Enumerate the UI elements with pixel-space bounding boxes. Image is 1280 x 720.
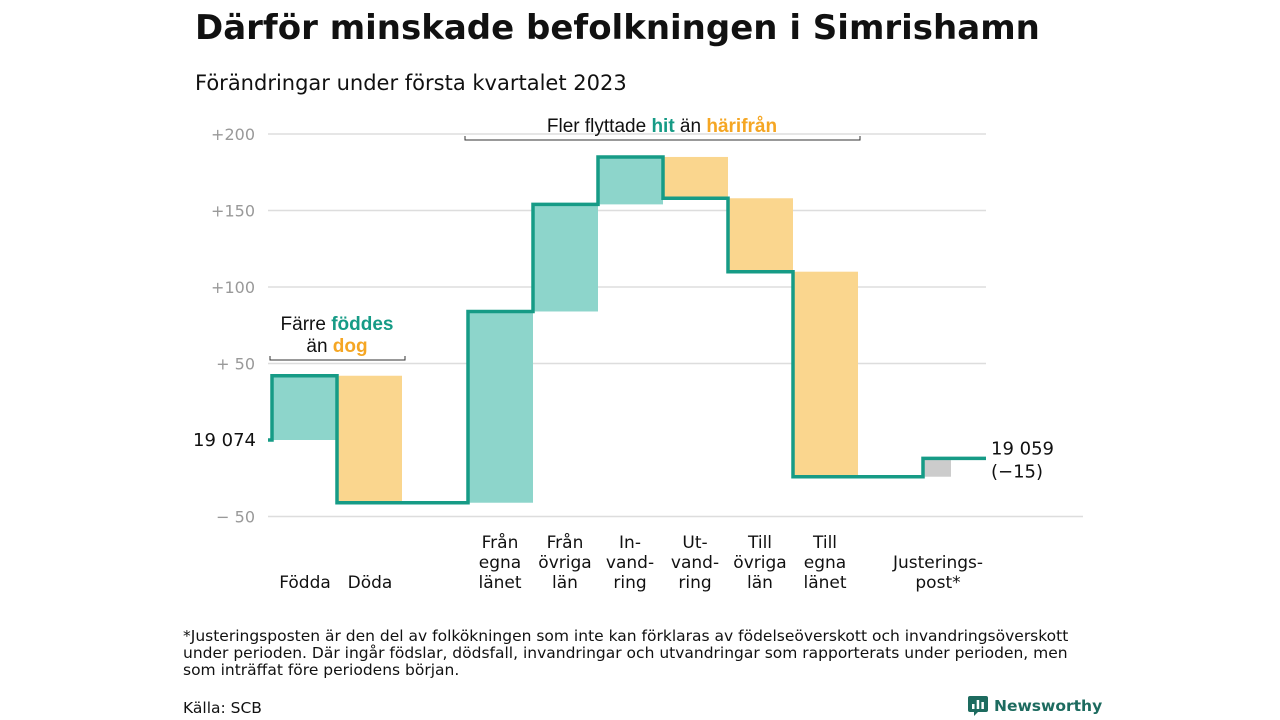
category-label-till_egna: länet — [803, 573, 846, 593]
migration-annotation-harifran: härifrån — [706, 116, 777, 137]
brand-name: Newsworthy — [994, 697, 1103, 715]
cumulative-step-line — [268, 155, 986, 505]
births-annotation-pre: Färre — [281, 314, 332, 335]
category-label-utvandring: Ut- — [682, 533, 707, 553]
footnote: *Justeringsposten är den del av folkökni… — [183, 627, 1069, 679]
y-tick-label: + 50 — [216, 355, 255, 374]
brand-logo: Newsworthy — [968, 696, 1102, 716]
births-annotation-line2: än dog — [306, 336, 367, 357]
y-tick-label: +100 — [211, 278, 255, 297]
bar-doda — [337, 375, 402, 503]
deaths-annotation-pre: än — [306, 336, 332, 357]
chart-subtitle: Förändringar under första kvartalet 2023 — [195, 71, 627, 95]
migration-annotation: Fler flyttade hit än härifrån — [547, 116, 777, 137]
chart-title: Därför minskade befolkningen i Simrisham… — [195, 8, 1040, 48]
category-label-justering: Justerings- — [892, 553, 983, 573]
category-label-fran_egna: Från — [482, 532, 519, 553]
end-value-label: 19 059 — [991, 438, 1054, 459]
category-label-fran_ovriga: övriga — [538, 553, 591, 573]
y-tick-label: +150 — [211, 202, 255, 221]
category-label-doda: Döda — [348, 573, 393, 593]
step-line — [268, 155, 986, 505]
net-change-label: (−15) — [991, 461, 1043, 482]
bars — [272, 156, 951, 503]
category-label-till_egna: Till — [812, 533, 837, 553]
category-label-utvandring: ring — [678, 573, 711, 593]
migration-bracket — [464, 136, 861, 141]
bar-chart-logo-icon — [968, 696, 988, 716]
migration-annotation-pre: Fler flyttade — [547, 116, 652, 137]
y-tick-label: − 50 — [216, 508, 255, 527]
category-label-fran_ovriga: Från — [547, 532, 584, 553]
category-label-till_egna: egna — [804, 553, 846, 573]
category-label-utvandring: vand- — [671, 553, 719, 573]
births-annotation-line1: Färre föddes — [281, 314, 394, 335]
bar-utvandring — [663, 156, 728, 199]
births-annotation-highlight: föddes — [331, 314, 393, 335]
category-label-till_ovriga: övriga — [733, 553, 786, 573]
bar-invandring — [598, 156, 663, 205]
bar-till_egna — [793, 271, 858, 477]
start-value-label: 19 074 — [193, 430, 256, 451]
deaths-annotation-highlight: dog — [333, 336, 368, 357]
migration-annotation-mid: än — [675, 116, 707, 137]
category-label-till_ovriga: län — [747, 573, 773, 593]
category-label-invandring: In- — [619, 533, 641, 553]
category-label-invandring: vand- — [606, 553, 654, 573]
bar-justering — [923, 458, 951, 477]
category-label-invandring: ring — [613, 573, 646, 593]
category-label-justering: post* — [915, 573, 960, 593]
bar-fran_ovriga — [533, 204, 598, 312]
category-label-fran_egna: länet — [478, 573, 521, 593]
category-label-till_ovriga: Till — [747, 533, 772, 553]
births-bracket — [269, 356, 406, 361]
category-label-fran_ovriga: län — [552, 573, 578, 593]
bar-fodda — [272, 375, 337, 440]
gridlines — [268, 133, 1083, 518]
y-tick-label: +200 — [211, 125, 255, 144]
migration-annotation-hit: hit — [651, 116, 675, 137]
category-label-fran_egna: egna — [479, 553, 521, 573]
bar-till_ovriga — [728, 198, 793, 272]
source-label: Källa: SCB — [183, 699, 262, 717]
bar-fran_egna — [468, 311, 533, 503]
category-label-fodda: Födda — [279, 573, 331, 593]
